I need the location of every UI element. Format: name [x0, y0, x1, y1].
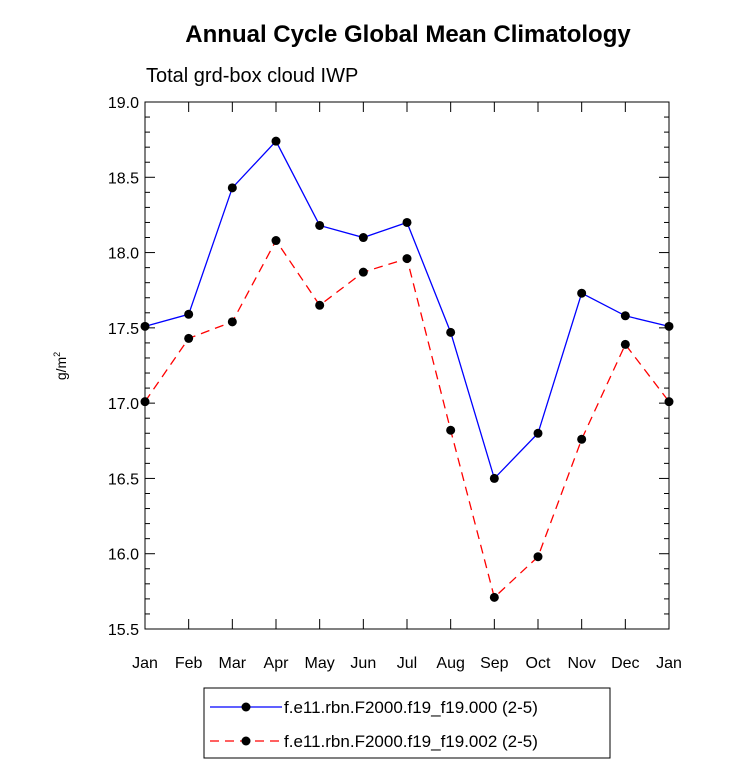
chart-title: Annual Cycle Global Mean Climatology [185, 21, 631, 48]
series-1-point [664, 321, 674, 331]
series-1-point [140, 321, 150, 331]
legend-box [203, 687, 611, 759]
x-tick-label: Jun [350, 655, 376, 672]
x-tick-label: Aug [436, 655, 464, 672]
series-2-point [402, 254, 412, 264]
y-tick-label: 16.5 [108, 471, 139, 488]
series-2-point [358, 267, 368, 277]
series-1-point [358, 233, 368, 243]
x-tick-label: Sep [480, 655, 509, 672]
series-1-point [489, 473, 499, 483]
y-axis-label-superscript: 2 [52, 352, 62, 357]
legend-items: f.e11.rbn.F2000.f19_f19.000 (2-5) f.e11.r… [210, 698, 538, 751]
x-tick-label: Oct [526, 655, 551, 672]
x-tick-label: Nov [567, 655, 595, 672]
x-tick-label: Jul [397, 655, 417, 672]
series-2-point [664, 397, 674, 407]
y-axis-label: g/m2 [52, 352, 69, 380]
series-2-point [577, 434, 587, 444]
series-2-point [620, 339, 630, 349]
x-tick-label: Feb [175, 655, 203, 672]
series-1-point [271, 136, 281, 146]
data-series [140, 136, 674, 602]
series-2-point [533, 552, 543, 562]
y-tick-label: 15.5 [108, 622, 139, 639]
axes: 19.0 18.5 18.0 17.5 17.0 16.5 16.0 15.5 Jan Feb Ma… [108, 95, 682, 672]
series-2-point [315, 300, 325, 310]
x-tick-label: Jan [132, 655, 158, 672]
series-2-point [227, 317, 237, 327]
y-tick-label: 17.0 [108, 396, 139, 413]
y-tick-label: 16.0 [108, 547, 139, 564]
series-2-point [271, 236, 281, 246]
legend-label-1: f.e11.rbn.F2000.f19_f19.000 (2-5) [284, 698, 538, 717]
y-tick-label: 19.0 [108, 95, 139, 112]
series-1-point [620, 311, 630, 321]
series-2-point [489, 592, 499, 602]
series-1-point [227, 183, 237, 193]
series-line-2 [144, 239, 670, 599]
series-2-point [446, 425, 456, 435]
series-2-point [184, 333, 194, 343]
legend-label-2: f.e11.rbn.F2000.f19_f19.002 (2-5) [284, 732, 538, 751]
x-tick-label: Dec [611, 655, 639, 672]
x-tick-label: Jan [656, 655, 682, 672]
y-tick-label: 17.5 [108, 321, 139, 338]
x-tick-label: Mar [219, 655, 247, 672]
series-1-point [577, 288, 587, 298]
y-axis-label-text: g/m [53, 357, 69, 380]
x-tick-label: Apr [264, 655, 290, 672]
legend-marker-2 [241, 736, 251, 746]
series-1-point [315, 220, 325, 230]
series-1-point [533, 428, 543, 438]
x-tick-label: May [305, 655, 335, 672]
series-2-point [140, 397, 150, 407]
series-1-point [402, 217, 412, 227]
series-line-1 [144, 140, 670, 480]
y-tick-label: 18.5 [108, 170, 139, 187]
series-1-point [446, 327, 456, 337]
legend: f.e11.rbn.F2000.f19_f19.000 (2-5) f.e11.r… [203, 687, 611, 759]
plot-frame [144, 101, 670, 630]
legend-marker-1 [241, 702, 251, 712]
series-1-point [184, 309, 194, 319]
chart-subtitle: Total grd-box cloud IWP [146, 65, 358, 87]
y-tick-label: 18.0 [108, 246, 139, 263]
